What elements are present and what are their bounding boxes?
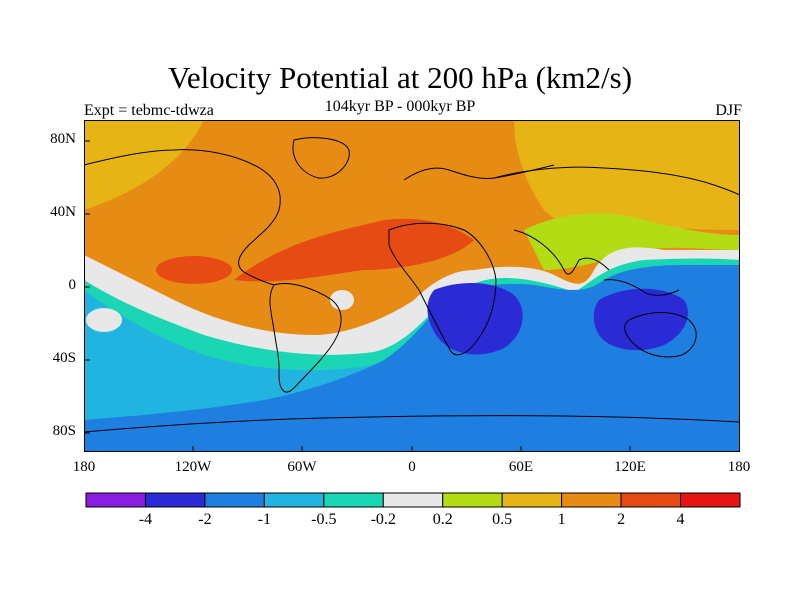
- lat-label-0: 0: [68, 277, 77, 293]
- colorbar: [85, 492, 741, 508]
- coast-maritime: [603, 279, 680, 296]
- colorbar-swatch: [204, 492, 265, 508]
- coast-south-asia: [513, 229, 610, 275]
- colorbar-swatch: [382, 492, 444, 508]
- colorbar-label: 4: [676, 511, 685, 528]
- colorbar-swatch: [85, 492, 146, 508]
- field-midblue: [84, 265, 740, 452]
- colorbar-label: -0.2: [370, 511, 396, 528]
- lat-label-40s: 40S: [52, 350, 76, 366]
- colorbar-label: -2: [198, 511, 212, 528]
- lon-label-180w: 180: [72, 459, 96, 475]
- plot-subtitle: 104kyr BP - 000kyr BP: [324, 98, 476, 115]
- lon-label-120w: 120W: [174, 459, 212, 475]
- colorbar-swatch: [680, 492, 741, 508]
- coast-africa: [388, 222, 497, 356]
- colorbar-label: 0.5: [492, 511, 513, 528]
- colorbar-label: 1: [557, 511, 566, 528]
- coast-north-america: [84, 149, 281, 286]
- colorbar-swatch: [501, 492, 563, 508]
- coast-greenland: [292, 137, 350, 179]
- colorbar-label: -1: [257, 511, 272, 528]
- colorbar-label: -0.5: [311, 511, 337, 528]
- velocity-potential-map: [84, 120, 740, 452]
- field-red-atlantic-africa: [234, 218, 474, 282]
- coast-australia: [624, 312, 697, 358]
- colorbar-swatch: [263, 492, 325, 508]
- lon-label-0: 0: [408, 459, 416, 475]
- field-yellow-nw: [84, 120, 204, 210]
- lat-label-80s: 80S: [52, 423, 76, 439]
- colorbar-swatch: [442, 492, 503, 508]
- experiment-label: Expt = tebmc-tdwza: [84, 102, 214, 119]
- field-red-pacific: [156, 256, 232, 284]
- lat-label-80n: 80N: [50, 131, 76, 147]
- colorbar-label: 0.2: [432, 511, 453, 528]
- lon-label-180e: 180: [727, 459, 751, 475]
- lon-label-60w: 60W: [287, 459, 317, 475]
- colorbar-label: -4: [138, 511, 153, 528]
- coast-antarctica: [84, 415, 740, 433]
- map-ticks: [84, 140, 631, 452]
- lat-label-40n: 40N: [50, 204, 76, 220]
- coast-europe: [403, 164, 555, 181]
- colorbar-swatch: [144, 492, 206, 508]
- field-neutral-swpac: [86, 308, 122, 332]
- colorbar-swatch: [323, 492, 384, 508]
- coast-asia: [493, 166, 740, 196]
- plot-title: Velocity Potential at 200 hPa (km2/s): [167, 60, 633, 95]
- season-label: DJF: [715, 102, 742, 119]
- lon-label-60e: 60E: [508, 459, 534, 475]
- field-yellow-ne: [514, 120, 740, 231]
- lon-label-120e: 120E: [614, 459, 646, 475]
- field-deepblue-africa: [427, 283, 523, 355]
- field-green-asia: [524, 213, 740, 270]
- field-neutral-atl: [330, 290, 354, 310]
- colorbar-swatch: [561, 492, 622, 508]
- colorbar-label: 2: [617, 511, 626, 528]
- field-deepblue-maritime: [593, 288, 688, 351]
- coast-south-america: [269, 283, 342, 393]
- colorbar-swatch: [620, 492, 682, 508]
